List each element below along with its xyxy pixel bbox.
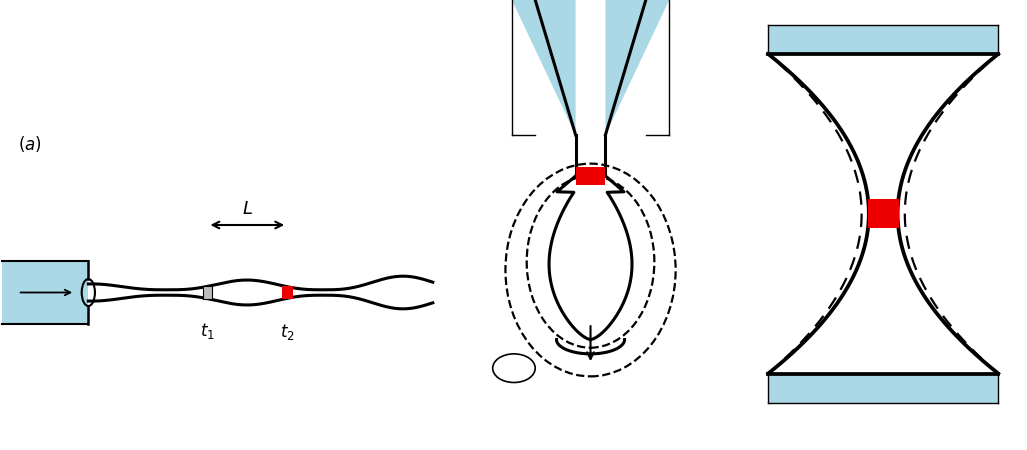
Bar <box>868 199 899 229</box>
Bar <box>202 286 213 299</box>
Text: $L$: $L$ <box>241 200 253 218</box>
Text: $(a)$: $(a)$ <box>17 134 41 154</box>
Polygon shape <box>605 0 670 135</box>
Bar <box>575 166 606 185</box>
Bar <box>768 25 998 54</box>
Bar <box>768 374 998 403</box>
Bar <box>2 261 88 324</box>
Bar <box>281 286 293 299</box>
Text: $t_1$: $t_1$ <box>200 321 215 341</box>
Polygon shape <box>511 0 575 135</box>
Text: $t_2$: $t_2$ <box>279 322 295 342</box>
